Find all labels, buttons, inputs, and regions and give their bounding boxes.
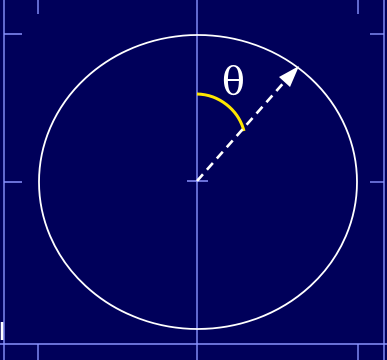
- angle-label: θ: [222, 59, 245, 103]
- angle-arc: [196, 92, 246, 132]
- radius-arrowhead: [279, 66, 299, 87]
- circle: [38, 34, 358, 330]
- radius-arrow: [196, 79, 287, 182]
